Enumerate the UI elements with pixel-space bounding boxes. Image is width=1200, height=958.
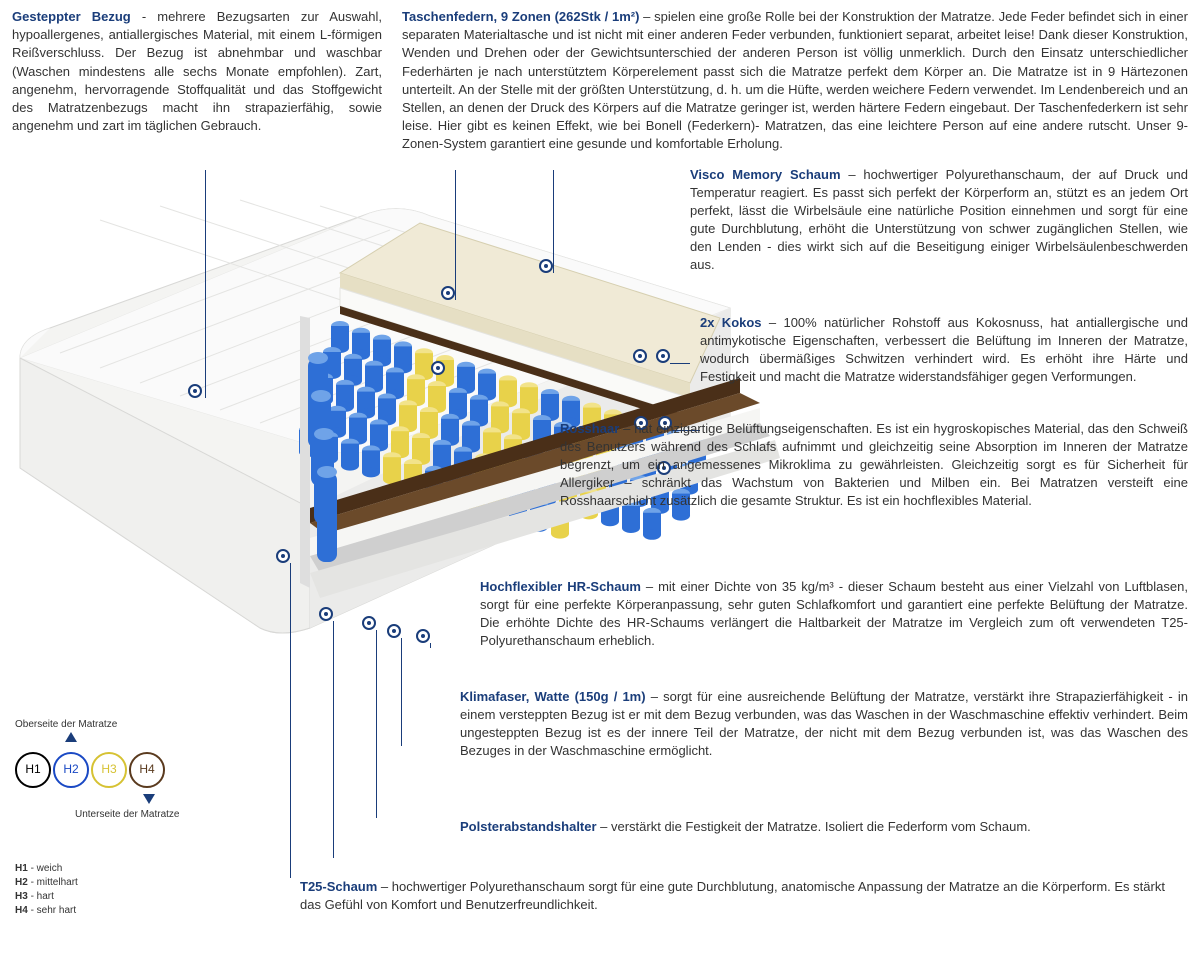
cover-description: Gesteppter Bezug - mehrere Bezugsarten z… [12,8,382,154]
layer-title-0: Visco Memory Schaum [690,167,841,182]
layer-description-4: Klimafaser, Watte (150g / 1m) – sorgt fü… [460,688,1188,761]
layer-text-0: – hochwertiger Polyurethanschaum, der au… [690,167,1188,273]
hardness-circle-h2: H2 [53,752,89,788]
callout-dot [276,549,290,563]
springs-title: Taschenfedern, 9 Zonen (262Stk / 1m²) [402,9,639,24]
layer-description-5: Polsterabstandshalter – verstärkt die Fe… [460,818,1188,836]
callout-dot [319,607,333,621]
hardness-key: H1 - weichH2 - mittelhartH3 - hartH4 - s… [15,862,180,918]
layer-description-2: Rosshaar – hat einzigartige Belüftungsei… [560,420,1188,511]
t25-description: T25-Schaum – hochwertiger Polyurethansch… [300,878,1188,914]
layer-description-1: 2x Kokos – 100% natürlicher Rohstoff aus… [700,314,1188,387]
t25-title: T25-Schaum [300,879,377,894]
callout-dot [441,286,455,300]
t25-text: – hochwertiger Polyurethanschaum sorgt f… [300,879,1165,912]
hardness-circle-h4: H4 [129,752,165,788]
layer-text-5: – verstärkt die Festigkeit der Matratze.… [597,819,1031,834]
callout-dot [362,616,376,630]
callout-dot [539,259,553,273]
layer-title-3: Hochflexibler HR-Schaum [480,579,641,594]
springs-text: – spielen eine große Rolle bei der Konst… [402,9,1188,151]
hardness-legend: Oberseite der Matratze H1H2H3H4 Untersei… [15,718,180,918]
hardness-circles: H1H2H3H4 [15,752,180,788]
layer-title-1: 2x Kokos [700,315,762,330]
cover-title: Gesteppter Bezug [12,9,131,24]
layer-title-2: Rosshaar [560,421,619,436]
callout-dot [416,629,430,643]
layer-title-4: Klimafaser, Watte (150g / 1m) [460,689,646,704]
layer-text-2: – hat einzigartige Belüftungseigenschaft… [560,421,1188,509]
top-side-label: Oberseite der Matratze [15,718,180,732]
springs-description: Taschenfedern, 9 Zonen (262Stk / 1m²) – … [402,8,1188,154]
hardness-circle-h1: H1 [15,752,51,788]
bottom-side-label: Unterseite der Matratze [75,808,180,822]
layer-text-1: – 100% natürlicher Rohstoff aus Kokosnus… [700,315,1188,385]
layer-description-3: Hochflexibler HR-Schaum – mit einer Dich… [480,578,1188,651]
callout-dot [188,384,202,398]
hardness-key-row: H3 - hart [15,890,180,904]
hardness-key-row: H4 - sehr hart [15,904,180,918]
callout-dot [431,361,445,375]
callout-dot [633,349,647,363]
hardness-key-row: H2 - mittelhart [15,876,180,890]
layer-description-0: Visco Memory Schaum – hochwertiger Polyu… [690,166,1188,275]
callout-dot [387,624,401,638]
hardness-key-row: H1 - weich [15,862,180,876]
callout-dot [656,349,670,363]
hardness-circle-h3: H3 [91,752,127,788]
cover-text: - mehrere Bezugsarten zur Auswahl, hypoa… [12,9,382,133]
layer-title-5: Polsterabstandshalter [460,819,597,834]
